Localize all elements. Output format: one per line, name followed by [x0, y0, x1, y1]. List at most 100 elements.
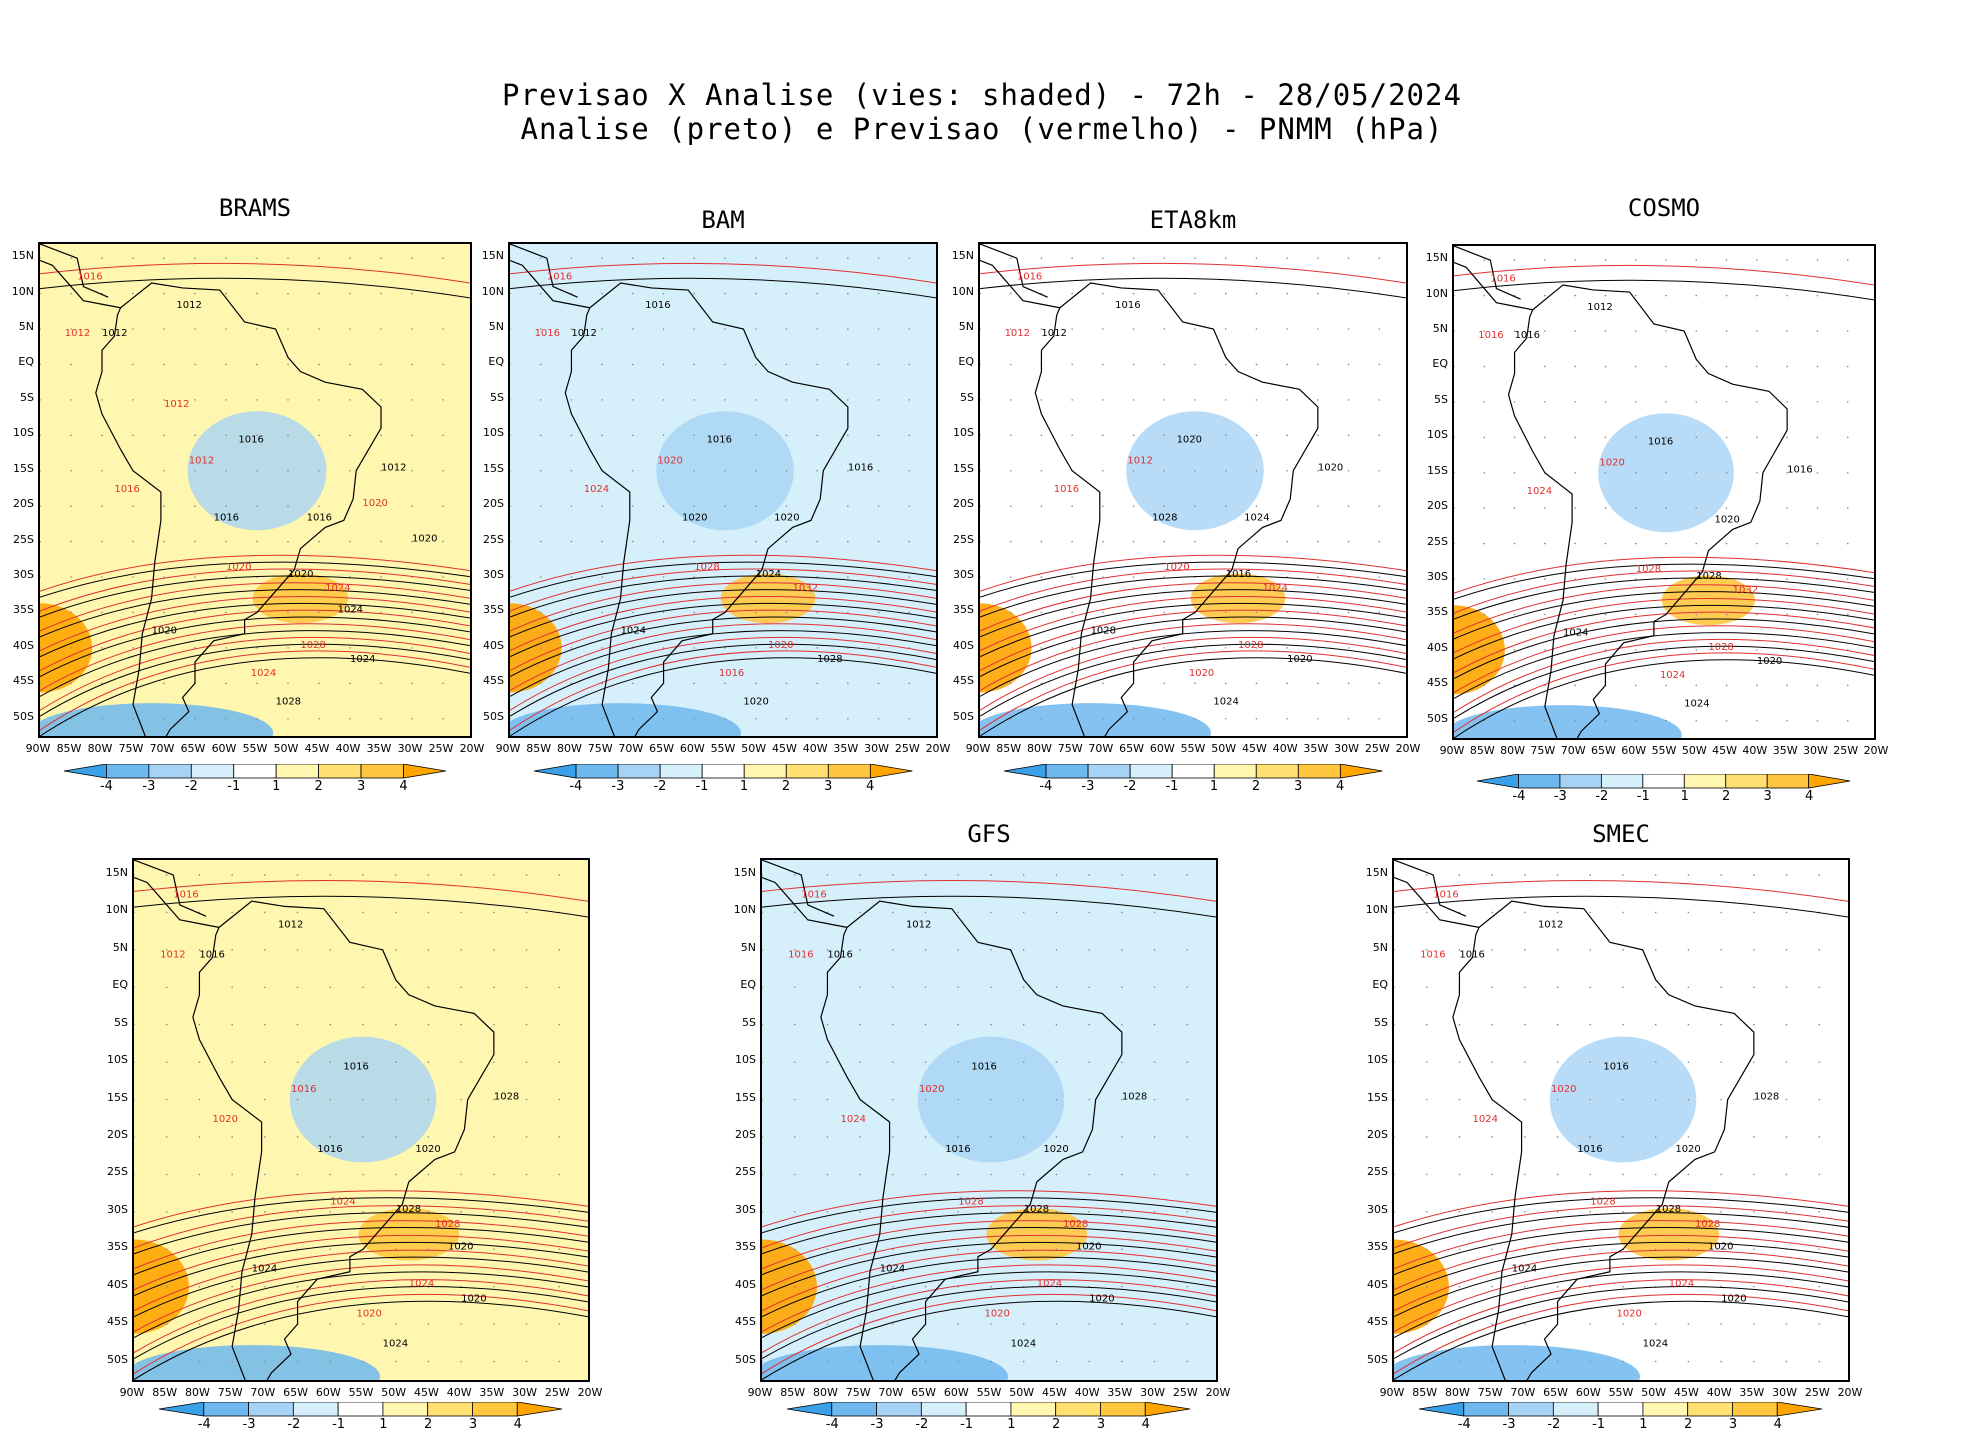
colorbar-swatch [869, 764, 913, 779]
colorbar-swatch [275, 764, 320, 779]
isobar-label-analysis: 1016 [827, 949, 852, 960]
isobar-label-analysis: 1024 [1011, 1339, 1036, 1350]
colorbar-label: 3 [1763, 789, 1772, 804]
lat-tick-label: 30S [735, 1202, 756, 1216]
lat-tick-label: 15N [1425, 251, 1448, 265]
isobar-label-forecast: 1020 [362, 498, 387, 509]
isobar-label-forecast: 1020 [356, 1309, 381, 1320]
panel-title: BAM [701, 206, 745, 234]
isobar-label-forecast: 1024 [251, 668, 276, 679]
lat-tick-label: 15N [733, 865, 756, 879]
isobar-label-forecast: 1024 [1473, 1114, 1498, 1125]
colorbar-label: -3 [1081, 779, 1095, 794]
isobar-label-analysis: 1016 [1115, 300, 1140, 311]
map-panel: 1016 1012 1016 1020 1024 1028 1020 1024 1028 1016… [1392, 858, 1850, 1382]
lon-tick-label: 45W [1041, 1386, 1067, 1399]
colorbar-label: 3 [1096, 1417, 1106, 1432]
isobar-label-forecast: 1024 [1263, 583, 1288, 594]
isobar-label-forecast: 1012 [189, 456, 214, 467]
lon-tick-label: 55W [242, 742, 268, 755]
lat-tick-label: 25S [1427, 534, 1448, 548]
lat-tick-label: 5S [20, 390, 34, 404]
lat-tick-label: 45S [1367, 1315, 1388, 1329]
colorbar-label: -1 [1165, 779, 1179, 794]
lon-tick-label: 35W [1107, 1386, 1133, 1399]
lat-tick-label: 15S [107, 1090, 128, 1104]
colorbar-label: 4 [1336, 779, 1345, 794]
lon-tick-label: 80W [812, 1386, 838, 1399]
lat-tick-label: 40S [953, 638, 974, 652]
lat-tick-label: 5N [1432, 322, 1448, 336]
map-panel: 1012 1012 1016 1016 1020 1020 1024 1028 1012 1016… [38, 242, 472, 738]
isobar-label-analysis: 1024 [1563, 628, 1588, 639]
colorbar-swatch [1684, 774, 1727, 789]
colorbar-label: -3 [1553, 789, 1567, 804]
lon-tick-label: 50W [741, 742, 767, 755]
lon-tick-label: 35W [366, 742, 392, 755]
isobar-label-analysis: 1024 [1512, 1264, 1537, 1275]
colorbar-label: 2 [424, 1417, 433, 1432]
colorbar-label: 1 [1209, 779, 1219, 794]
lon-tick-label: 90W [1439, 744, 1465, 757]
isobar-label-forecast: 1012 [65, 328, 90, 339]
grid-dots [40, 257, 444, 720]
central-america-coastline [980, 244, 1060, 309]
lat-tick-label: 40S [107, 1277, 128, 1291]
isobar-label-forecast: 1020 [1164, 562, 1189, 573]
isobar-label-analysis: 1020 [412, 534, 437, 545]
colorbar-label: -2 [1547, 1417, 1561, 1432]
isobar-label-analysis: 1012 [102, 328, 127, 339]
isobar-label-analysis: 1020 [461, 1294, 486, 1305]
lat-tick-label: EQ [958, 355, 974, 369]
lat-tick-label: 30S [483, 568, 504, 582]
isobar-label-analysis: 1020 [288, 569, 313, 580]
colorbar-swatch [1687, 1402, 1734, 1417]
isobar-label-forecast: 1028 [958, 1196, 983, 1207]
lat-tick-label: 15S [735, 1090, 756, 1104]
figure-title-line-1: Previsao X Analise (vies: shaded) - 72h … [502, 78, 1462, 112]
map-panel: 1016 1012 1016 1020 1024 1028 1020 1024 1016 1016… [1452, 244, 1876, 740]
colorbar-swatch [293, 1402, 339, 1417]
lon-tick-label: 20W [577, 1386, 603, 1399]
lon-tick-label: 45W [1241, 742, 1267, 755]
south-america-coastline [1452, 900, 1755, 1380]
lon-tick-label: 20W [459, 742, 485, 755]
panel-title: GFS [967, 820, 1011, 848]
lat-tick-label: 30S [107, 1202, 128, 1216]
lon-tick-label: 30W [1802, 744, 1828, 757]
lon-tick-label: 80W [1026, 742, 1052, 755]
lon-tick-label: 35W [1739, 1386, 1765, 1399]
lat-tick-label: 10N [1425, 286, 1448, 300]
isobar-label-analysis: 1028 [1754, 1092, 1779, 1103]
lat-tick-label: 5N [112, 940, 128, 954]
lat-tick-label: 10S [1427, 428, 1448, 442]
isobar-label-forecast: 1024 [409, 1279, 434, 1290]
colorbar-swatch [1087, 764, 1131, 779]
lat-tick-label: EQ [1432, 357, 1448, 371]
isobar-label-analysis: 1020 [1708, 1241, 1733, 1252]
isobar-label-analysis: 1024 [338, 604, 363, 615]
lon-tick-label: 25W [1804, 1386, 1830, 1399]
isobar-label-analysis: 1024 [880, 1264, 905, 1275]
lat-tick-label: 25S [107, 1165, 128, 1179]
isobar-label-analysis: 1016 [1603, 1062, 1628, 1073]
lat-tick-label: 35S [735, 1240, 756, 1254]
map-panel: 1016 1012 1016 1020 1024 1028 1020 1024 1028 1016… [132, 858, 590, 1382]
map-panel: 1012 1016 1016 1020 1024 1024 1028 1020 1016 1020… [508, 242, 938, 738]
lat-tick-label: 10S [1367, 1053, 1388, 1067]
colorbar-label: -3 [870, 1417, 884, 1432]
isobar-label-forecast: 1020 [1599, 458, 1624, 469]
isobar-label-forecast: 1024 [584, 484, 609, 495]
isobar-label-forecast: 1016 [801, 889, 826, 900]
lon-tick-label: 50W [1681, 744, 1707, 757]
lon-tick-label: 70W [618, 742, 644, 755]
colorbar-swatch [1518, 774, 1561, 789]
colorbar-swatch [1508, 1402, 1555, 1417]
isobar-contours [40, 262, 470, 736]
lon-tick-label: 90W [495, 742, 521, 755]
colorbar-swatch [1642, 774, 1686, 789]
colorbar-swatch [1477, 774, 1520, 789]
isobar-label-analysis: 1012 [278, 919, 303, 930]
lat-tick-label: 25S [1367, 1165, 1388, 1179]
lon-tick-label: 35W [1772, 744, 1798, 757]
